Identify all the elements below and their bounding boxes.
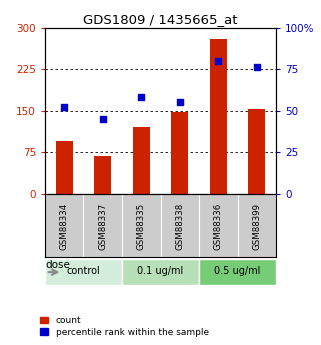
Bar — [94, 156, 111, 194]
Title: GDS1809 / 1435665_at: GDS1809 / 1435665_at — [83, 13, 238, 27]
Text: GSM88337: GSM88337 — [98, 203, 107, 250]
Bar — [45, 259, 122, 285]
Bar — [199, 259, 276, 285]
Bar — [56, 141, 73, 194]
Bar — [171, 112, 188, 194]
Bar — [133, 127, 150, 194]
Point — [177, 99, 182, 105]
Point — [62, 105, 67, 110]
Text: 0.1 ug/ml: 0.1 ug/ml — [137, 266, 184, 276]
Text: GSM88338: GSM88338 — [175, 203, 184, 250]
Point — [139, 95, 144, 100]
Bar — [122, 259, 199, 285]
Legend: count, percentile rank within the sample: count, percentile rank within the sample — [37, 313, 212, 341]
Bar — [210, 39, 227, 194]
Text: 0.5 ug/ml: 0.5 ug/ml — [214, 266, 261, 276]
Text: control: control — [66, 266, 100, 276]
Point — [100, 116, 105, 122]
Text: GSM88399: GSM88399 — [252, 203, 261, 250]
Bar — [248, 109, 265, 194]
Text: GSM88334: GSM88334 — [60, 203, 69, 250]
Point — [216, 58, 221, 63]
Text: dose: dose — [46, 260, 71, 270]
Text: GSM88336: GSM88336 — [214, 203, 223, 250]
Point — [254, 65, 259, 70]
Text: GSM88335: GSM88335 — [137, 203, 146, 250]
